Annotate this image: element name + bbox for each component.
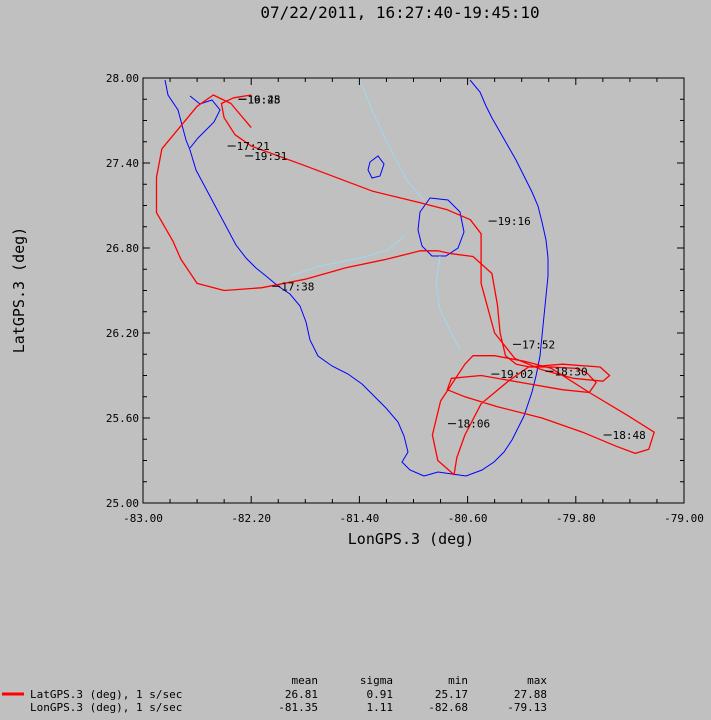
stats-row-max: 27.88 — [514, 688, 547, 701]
flight-track — [155, 94, 655, 476]
chart-title: 07/22/2011, 16:27:40-19:45:10 — [260, 3, 539, 22]
stats-header-sigma: sigma — [360, 674, 393, 687]
stats-header-max: max — [527, 674, 547, 687]
time-label: 16:28 — [247, 93, 280, 106]
time-label: 19:02 — [500, 368, 533, 381]
x-tick-label: -79.80 — [556, 512, 596, 525]
y-tick-label: 26.20 — [106, 327, 139, 340]
x-tick-label: -79.00 — [664, 512, 704, 525]
y-tick-label: 28.00 — [106, 72, 139, 85]
plot-area — [142, 77, 685, 504]
x-axis-label: LonGPS.3 (deg) — [348, 530, 474, 548]
stats-row-min: -82.68 — [428, 701, 468, 714]
y-axis-ticks: 25.00 25.60 26.20 26.80 27.40 28.00 — [106, 72, 684, 510]
flight-track-layer — [155, 94, 655, 476]
y-tick-label: 25.00 — [106, 497, 139, 510]
lake-small — [367, 155, 385, 179]
x-tick-label: -81.40 — [340, 512, 380, 525]
stats-row-mean: -81.35 — [278, 701, 318, 714]
y-tick-label: 26.80 — [106, 242, 139, 255]
time-label: 19:31 — [254, 150, 287, 163]
coastline-east — [469, 79, 549, 429]
stats-row-mean: 26.81 — [285, 688, 318, 701]
stats-header-min: min — [448, 674, 468, 687]
y-axis-label: LatGPS.3 (deg) — [10, 227, 28, 353]
x-tick-label: -82.20 — [231, 512, 271, 525]
x-tick-label: -83.00 — [123, 512, 163, 525]
coastline-west — [164, 79, 425, 477]
stats-header-mean: mean — [292, 674, 319, 687]
time-label: 19:16 — [498, 215, 531, 228]
rivers — [289, 79, 461, 351]
x-axis-ticks: -83.00 -82.20 -81.40 -80.60 -79.80 -79.00 — [123, 78, 704, 525]
stats-row-label: LatGPS.3 (deg), 1 s/sec — [30, 688, 182, 701]
stats-table: mean sigma min max LatGPS.3 (deg), 1 s/s… — [2, 674, 547, 714]
stats-row-max: -79.13 — [507, 701, 547, 714]
stats-row-sigma: 0.91 — [367, 688, 394, 701]
y-tick-label: 25.60 — [106, 412, 139, 425]
stats-row-min: 25.17 — [435, 688, 468, 701]
time-label: 19:45 — [247, 93, 280, 106]
time-label: 18:48 — [613, 429, 646, 442]
map-layer — [142, 77, 685, 504]
time-label: 17:38 — [281, 280, 314, 293]
stats-row-label: LonGPS.3 (deg), 1 s/sec — [30, 701, 182, 714]
time-label: 17:21 — [237, 140, 270, 153]
time-label: 18:30 — [554, 365, 587, 378]
x-tick-label: -80.60 — [448, 512, 488, 525]
time-label: 18:06 — [457, 418, 490, 431]
time-label: 17:52 — [522, 338, 555, 351]
coastline-keys — [423, 427, 519, 477]
axes: -83.00 -82.20 -81.40 -80.60 -79.80 -79.00 25.… — [10, 72, 704, 548]
stats-row-sigma: 1.11 — [367, 701, 394, 714]
y-tick-label: 27.40 — [106, 157, 139, 170]
